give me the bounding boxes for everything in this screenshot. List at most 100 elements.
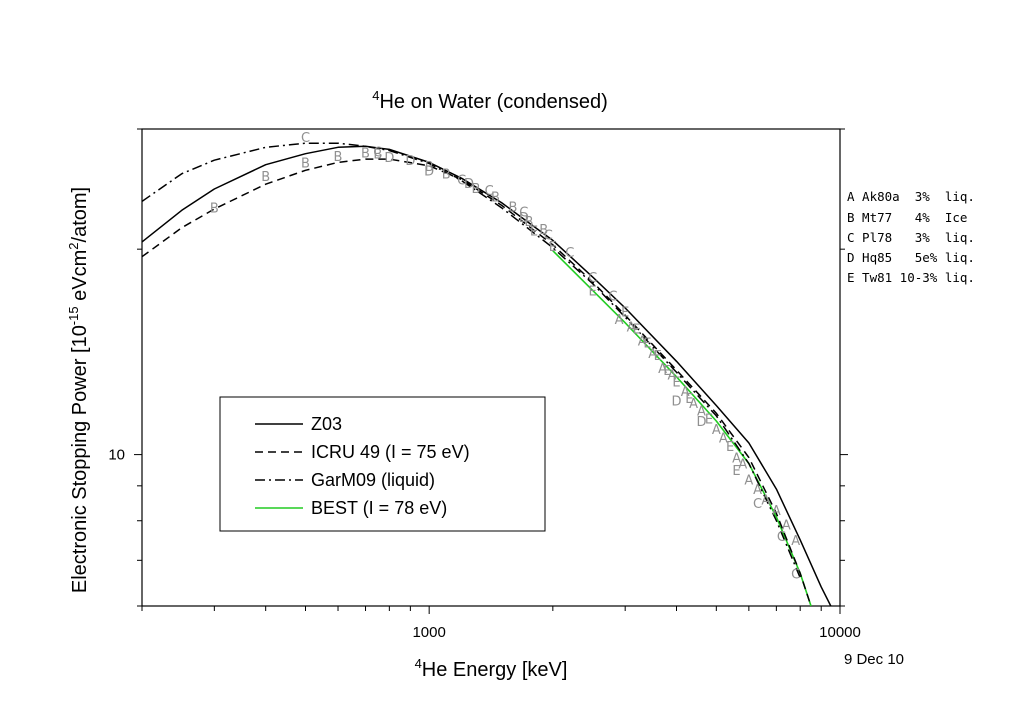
reference-key-entry: B Mt77 4% Ice (847, 210, 967, 225)
legend-label-icru-49-i-75-ev: ICRU 49 (I = 75 eV) (311, 442, 470, 462)
reference-point-e: E (621, 306, 629, 321)
reference-point-a: A (719, 431, 728, 446)
reference-point-a: A (689, 397, 698, 412)
reference-point-b: B (525, 215, 534, 230)
reference-point-a: A (668, 369, 677, 384)
reference-point-b: B (210, 202, 219, 217)
reference-key-entry: D Hq85 5e% liq. (847, 250, 975, 265)
legend: Z03 ICRU 49 (I = 75 eV) GarM09 (liquid) BES… (219, 396, 546, 532)
reference-point-e: E (589, 284, 597, 299)
chart-title-superscript: 4 (372, 88, 379, 103)
reference-point-a: A (782, 518, 791, 533)
x-tick-label: 10000 (819, 624, 861, 641)
reference-point-a: A (791, 534, 800, 549)
x-axis-title-text: He Energy [keV] (422, 659, 568, 681)
y-axis-title-part3: /atom] (69, 187, 91, 243)
reference-point-b: B (261, 170, 270, 185)
reference-point-e: E (654, 349, 662, 364)
reference-point-b: B (539, 223, 548, 238)
series-line-garm09-liquid (142, 142, 801, 579)
reference-point-a: A (638, 334, 647, 349)
reference-point-e: E (726, 440, 734, 455)
reference-point-a: A (681, 385, 690, 400)
series-line-best-i-78-ev (552, 250, 812, 606)
reference-point-e: E (672, 375, 680, 390)
reference-point-b: B (472, 182, 481, 197)
reference-point-e: E (663, 364, 671, 379)
y-axis-title-exp2: 2 (66, 242, 81, 249)
reference-point-b: B (509, 200, 518, 215)
reference-point-a: A (615, 313, 624, 328)
series-line-icru-49-i-75-ev (142, 158, 812, 606)
y-axis-title-part1: Electronic Stopping Power [10 (69, 325, 91, 593)
reference-point-a: A (744, 473, 753, 488)
reference-point-a: A (761, 493, 770, 508)
y-axis-title: Electronic Stopping Power [10-15 eVcm2/a… (66, 187, 91, 593)
reference-point-b: B (373, 148, 382, 163)
reference-point-c: C (753, 497, 762, 512)
reference-point-b: B (425, 160, 434, 175)
reference-point-d: D (519, 211, 529, 226)
reference-point-d: D (672, 395, 682, 410)
axis-ticks (134, 128, 848, 614)
reference-point-e: E (732, 464, 740, 479)
x-axis-title-superscript: 4 (415, 656, 422, 671)
reference-point-c: C (791, 567, 800, 582)
reference-key-entry: E Tw81 10-3% liq. (847, 270, 975, 285)
y-tick-label: 10 (108, 447, 125, 464)
chart-title-text: He on Water (condensed) (379, 91, 607, 113)
reference-point-c: C (565, 246, 574, 261)
date-stamp: 9 Dec 10 (844, 651, 904, 668)
reference-point-a: A (697, 405, 706, 420)
legend-label-garm09-liquid: GarM09 (liquid) (311, 470, 435, 490)
reference-point-b: B (491, 190, 500, 205)
series-curves (142, 142, 832, 606)
x-axis-title: 4He Energy [keV] (415, 656, 568, 681)
reference-point-a: A (732, 452, 741, 467)
reference-point-a: A (648, 347, 657, 362)
reference-point-a: A (712, 423, 721, 438)
axis-tick-labels: 1000 10000 10 (108, 447, 861, 641)
reference-point-b: B (361, 147, 370, 162)
reference-point-c: C (373, 146, 382, 161)
reference-point-a: A (658, 362, 667, 377)
reference-point-b: B (334, 150, 343, 165)
reference-point-c: C (485, 184, 494, 199)
reference-point-d: D (405, 154, 415, 169)
reference-point-c: C (588, 271, 597, 286)
series-line-z03 (142, 145, 832, 606)
reference-point-d: D (464, 177, 474, 192)
legend-label-best-i-78-ev: BEST (I = 78 eV) (311, 498, 447, 518)
reference-key-entry: A Ak80a 3% liq. (847, 189, 975, 204)
reference-key: A Ak80a 3% liq. B Mt77 4% Ice C Pl78 3% … (847, 189, 975, 285)
reference-point-b: B (442, 168, 451, 183)
reference-point-a: A (627, 321, 636, 336)
y-axis-title-part2: eVcm (69, 250, 91, 307)
reference-point-e: E (633, 323, 641, 338)
reference-point-e: E (705, 412, 713, 427)
reference-point-e: E (530, 225, 538, 240)
reference-point-a: A (772, 504, 781, 519)
reference-point-a: A (753, 483, 762, 498)
x-tick-label: 1000 (412, 624, 445, 641)
legend-label-z03: Z03 (311, 414, 342, 434)
reference-point-d: D (384, 151, 394, 166)
reference-point-e: E (685, 392, 693, 407)
reference-point-c: C (457, 174, 466, 189)
y-axis-title-exp1: -15 (66, 306, 81, 325)
reference-point-c: C (608, 290, 617, 305)
plot-frame (141, 128, 841, 607)
reference-point-c: C (544, 229, 553, 244)
reference-point-d: D (696, 415, 706, 430)
reference-point-e: E (643, 336, 651, 351)
reference-point-c: C (301, 131, 310, 146)
reference-point-e: E (549, 240, 557, 255)
reference-point-c: C (519, 206, 528, 221)
reference-point-b: B (301, 156, 310, 171)
reference-point-d: D (424, 164, 434, 179)
reference-point-a: A (738, 458, 747, 473)
chart-title: 4He on Water (condensed) (372, 88, 608, 113)
reference-point-c: C (777, 530, 786, 545)
